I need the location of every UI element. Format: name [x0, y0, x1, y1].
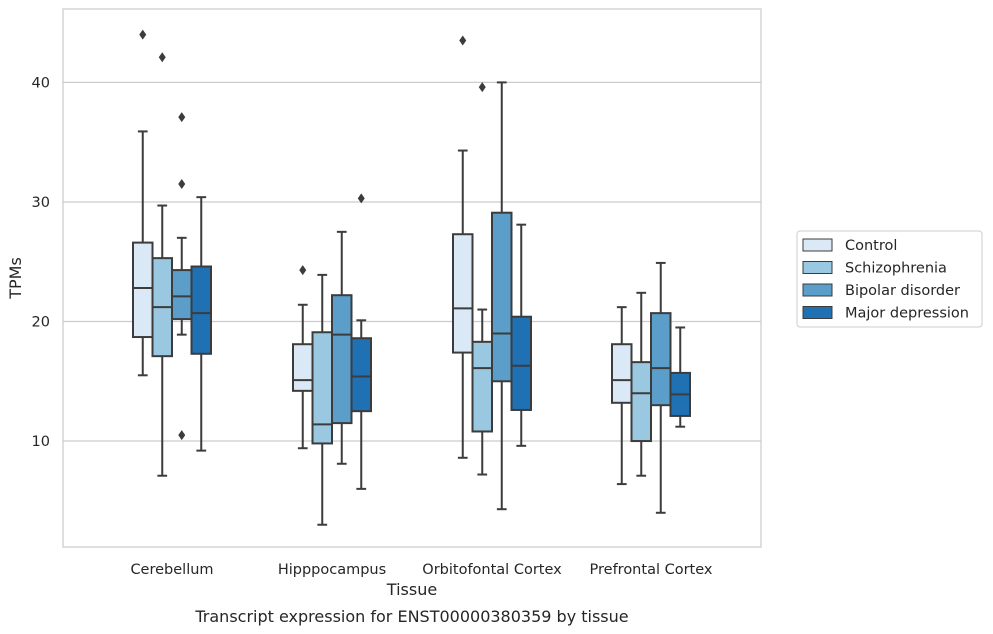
x-tick-label: Cerebellum — [130, 562, 213, 578]
outlier-point — [178, 430, 186, 441]
y-tick-label: 30 — [32, 195, 50, 211]
legend-label: Schizophrenia — [845, 261, 947, 277]
y-axis-label: TPMs — [6, 257, 25, 300]
outlier-point — [459, 35, 467, 46]
box-iqr — [331, 294, 353, 425]
box-iqr — [471, 340, 493, 433]
box-bipolar-disorder — [650, 261, 672, 514]
x-axis-label: Tissue — [386, 580, 437, 599]
legend-label: Control — [845, 238, 897, 254]
box-iqr — [292, 343, 314, 392]
box-iqr — [171, 269, 193, 321]
box-major-depression — [350, 193, 372, 490]
box-iqr — [350, 337, 372, 413]
outlier-point — [299, 265, 307, 276]
outlier-point — [478, 82, 486, 93]
box-major-depression — [190, 196, 212, 452]
x-tick-label: Hipppocampus — [278, 562, 386, 578]
legend-swatch — [802, 261, 833, 274]
x-tick-label: Prefrontal Cortex — [590, 562, 713, 578]
legend-frame — [796, 230, 983, 328]
box-schizophrenia — [471, 82, 493, 476]
y-tick-labels: 10 20 30 40 — [32, 75, 50, 450]
outlier-point — [178, 179, 186, 190]
legend-swatch — [802, 306, 833, 319]
box-control — [611, 306, 633, 486]
box-major-depression — [669, 326, 691, 428]
y-tick-label: 40 — [32, 75, 50, 91]
box-schizophrenia — [630, 291, 652, 477]
legend: Control Schizophrenia Bipolar disorder Majo… — [796, 230, 983, 328]
chart-caption: Transcript expression for ENST0000038035… — [194, 607, 628, 626]
box-bipolar-disorder — [171, 112, 193, 441]
box-control — [452, 35, 474, 459]
box-iqr — [132, 241, 154, 339]
x-tick-label: Orbitofontal Cortex — [422, 562, 562, 578]
box-control — [132, 29, 154, 377]
legend-items: Control Schizophrenia Bipolar disorder Majo… — [802, 238, 969, 322]
box-iqr — [190, 265, 212, 355]
outlier-point — [178, 112, 186, 123]
box-iqr — [630, 361, 652, 443]
legend-swatch — [802, 283, 833, 297]
box-iqr — [510, 315, 532, 411]
legend-label: Bipolar disorder — [845, 283, 960, 299]
plot-area-frame — [62, 8, 762, 548]
box-major-depression — [510, 223, 532, 447]
outlier-point — [139, 29, 147, 40]
outlier-point — [357, 193, 365, 204]
box-iqr — [452, 233, 474, 354]
x-tick-labels: Cerebellum Hipppocampus Orbitofontal Corte… — [130, 562, 712, 578]
box-bipolar-disorder — [491, 81, 513, 511]
legend-swatch — [802, 238, 833, 252]
box-iqr — [311, 331, 333, 445]
legend-label: Major depression — [845, 306, 969, 322]
box-bipolar-disorder — [331, 230, 353, 465]
box-schizophrenia — [151, 52, 173, 477]
box-control — [292, 265, 314, 450]
box-iqr — [491, 211, 513, 383]
box-schizophrenia — [311, 273, 333, 526]
box-groups — [132, 29, 691, 526]
box-iqr — [650, 312, 672, 407]
y-tick-label: 20 — [32, 315, 50, 331]
y-tick-label: 10 — [32, 434, 50, 450]
outlier-point — [158, 52, 166, 63]
box-iqr — [611, 343, 633, 404]
